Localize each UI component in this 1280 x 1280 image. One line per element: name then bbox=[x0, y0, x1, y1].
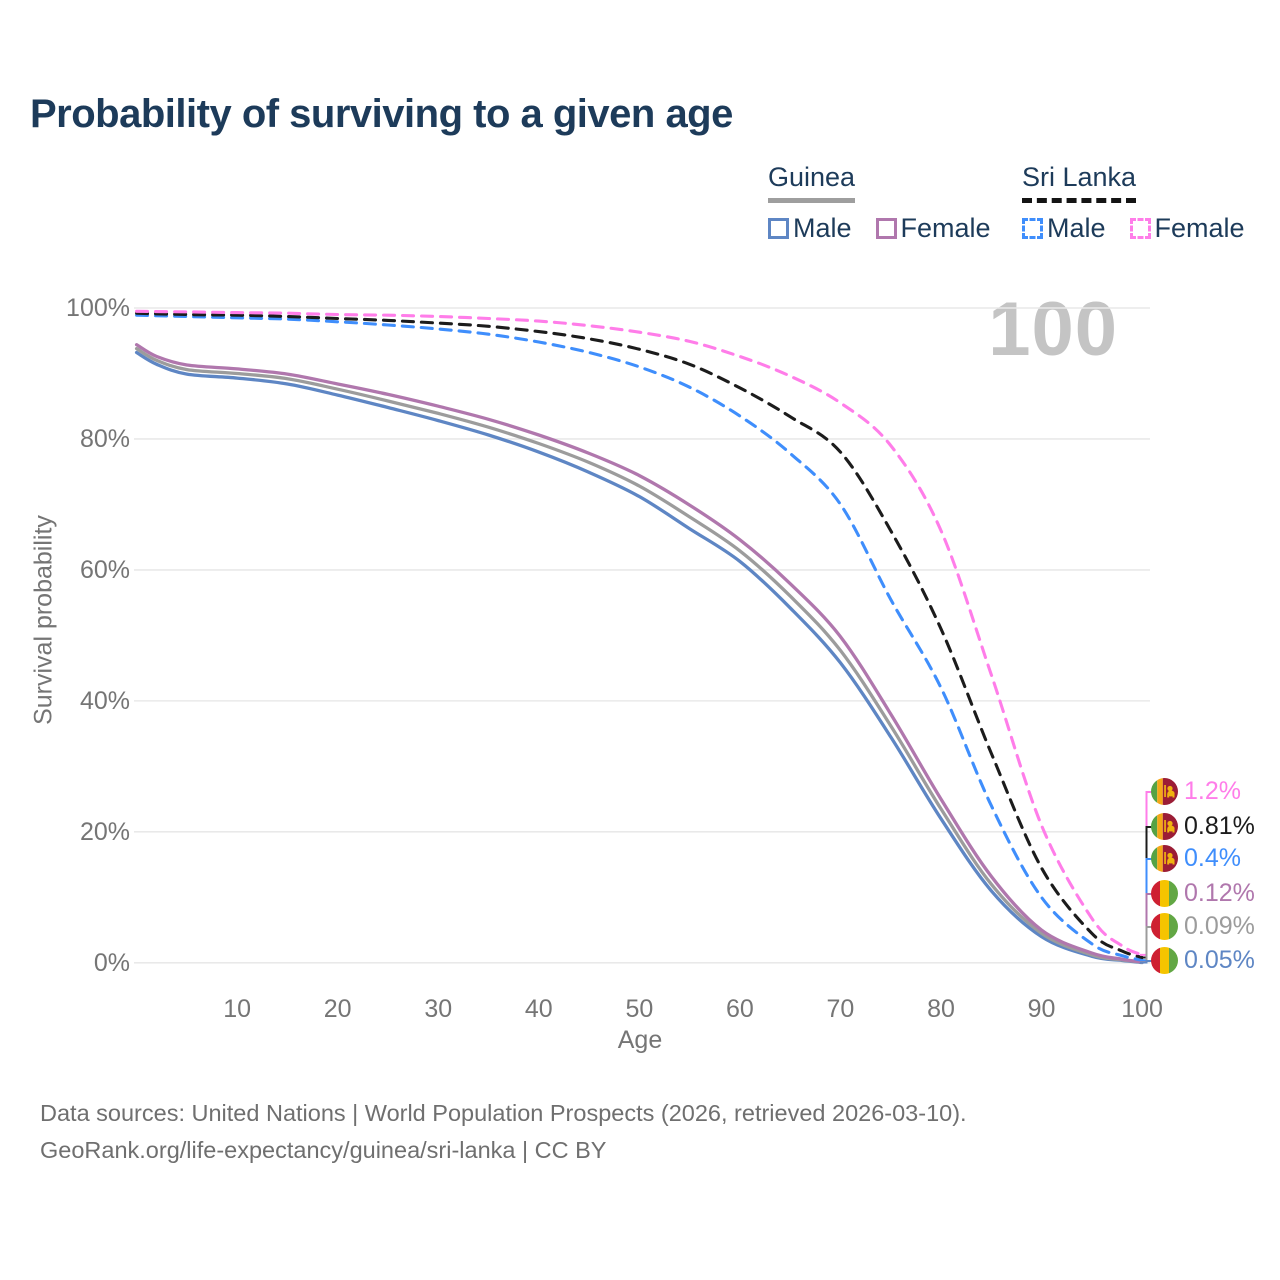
x-tick-label-90: 90 bbox=[1027, 995, 1056, 1023]
legend-label-sri-lanka-female: Female bbox=[1154, 213, 1245, 243]
x-axis-title: Age bbox=[617, 1026, 663, 1054]
curve-guinea-both bbox=[134, 346, 1144, 964]
legend-group-sri-lanka: Sri Lanka Male Female bbox=[1022, 162, 1245, 244]
guinea-flag-icon bbox=[1151, 913, 1178, 940]
end-label-value: 1.2% bbox=[1184, 777, 1241, 805]
legend-label-sri-lanka-male: Male bbox=[1047, 213, 1106, 243]
x-tick-label-10: 10 bbox=[223, 995, 252, 1023]
legend-item-sri-lanka-female[interactable]: Female bbox=[1129, 213, 1245, 244]
x-tick-label-40: 40 bbox=[524, 995, 553, 1023]
page-title: Probability of surviving to a given age bbox=[30, 92, 733, 136]
curve-sri-lanka-male bbox=[135, 313, 1144, 962]
guinea-male-checkbox-icon[interactable] bbox=[768, 218, 789, 239]
y-tick-label-20: 20% bbox=[79, 817, 130, 846]
end-label-0.81pct: 0.81% bbox=[1151, 812, 1255, 841]
y-tick-label-60: 60% bbox=[79, 555, 130, 584]
legend-item-guinea-female[interactable]: Female bbox=[875, 213, 991, 244]
x-tick-label-30: 30 bbox=[424, 995, 453, 1023]
end-label-0.12pct: 0.12% bbox=[1151, 879, 1255, 908]
legend-title-sri-lanka: Sri Lanka bbox=[1022, 162, 1137, 203]
watermark-age-100: 100 bbox=[988, 287, 1118, 372]
x-tick-label-60: 60 bbox=[725, 995, 754, 1023]
sri-lanka-flag-icon bbox=[1151, 845, 1178, 872]
end-label-0.4pct: 0.4% bbox=[1151, 844, 1241, 873]
legend-label-guinea-female: Female bbox=[900, 213, 991, 243]
end-label-value: 0.05% bbox=[1184, 946, 1255, 974]
legend-label-guinea-male: Male bbox=[793, 213, 852, 243]
guinea-flag-icon bbox=[1151, 947, 1178, 974]
legend-item-sri-lanka-male[interactable]: Male bbox=[1022, 213, 1106, 244]
end-label-connector bbox=[1140, 960, 1152, 964]
x-tick-label-50: 50 bbox=[625, 995, 654, 1023]
end-label-value: 0.81% bbox=[1184, 812, 1255, 840]
legend-title-guinea: Guinea bbox=[768, 162, 856, 203]
end-label-value: 0.09% bbox=[1184, 912, 1255, 940]
footer-data-sources: Data sources: United Nations | World Pop… bbox=[40, 1100, 967, 1126]
y-tick-label-40: 40% bbox=[79, 686, 130, 715]
end-label-1.2pct: 1.2% bbox=[1151, 777, 1241, 806]
footer: Data sources: United Nations | World Pop… bbox=[40, 1095, 967, 1169]
end-label-0.09pct: 0.09% bbox=[1151, 912, 1255, 941]
curve-sri-lanka-both bbox=[135, 311, 1144, 960]
end-label-0.05pct: 0.05% bbox=[1151, 946, 1255, 975]
curve-guinea-female bbox=[134, 343, 1144, 964]
end-label-value: 0.12% bbox=[1184, 879, 1255, 907]
x-tick-label-80: 80 bbox=[927, 995, 955, 1023]
curve-sri-lanka-female bbox=[135, 309, 1144, 957]
y-tick-label-0: 0% bbox=[93, 948, 130, 977]
x-tick-label-100: 100 bbox=[1121, 995, 1163, 1023]
guinea-female-checkbox-icon[interactable] bbox=[875, 218, 897, 239]
x-tick-label-20: 20 bbox=[323, 995, 352, 1023]
x-tick-label-70: 70 bbox=[826, 995, 855, 1023]
legend-item-guinea-male[interactable]: Male bbox=[768, 213, 852, 244]
sri-lanka-female-checkbox-icon[interactable] bbox=[1129, 218, 1151, 239]
guinea-flag-icon bbox=[1151, 880, 1178, 907]
footer-url-license: GeoRank.org/life-expectancy/guinea/sri-l… bbox=[40, 1137, 607, 1163]
sri-lanka-male-checkbox-icon[interactable] bbox=[1022, 218, 1043, 239]
y-tick-label-80: 80% bbox=[79, 424, 130, 453]
end-label-value: 0.4% bbox=[1184, 844, 1241, 872]
legend-group-guinea: Guinea Male Female bbox=[768, 162, 991, 244]
sri-lanka-flag-icon bbox=[1151, 813, 1178, 840]
curve-guinea-male bbox=[134, 350, 1144, 965]
sri-lanka-flag-icon bbox=[1151, 778, 1178, 805]
y-tick-label-100: 100% bbox=[66, 294, 130, 322]
